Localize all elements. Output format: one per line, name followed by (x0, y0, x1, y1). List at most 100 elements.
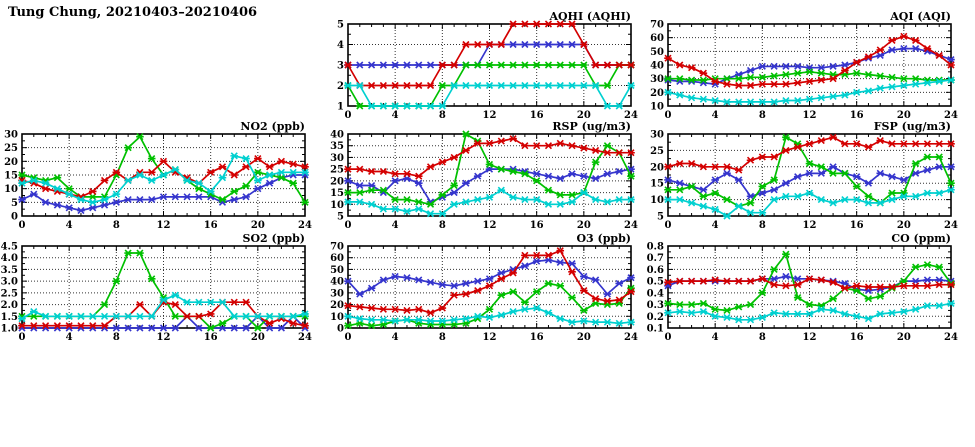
svg-text:10: 10 (650, 195, 664, 206)
svg-text:16: 16 (850, 220, 864, 231)
svg-text:30: 30 (650, 130, 664, 141)
svg-text:0.3: 0.3 (647, 300, 664, 311)
svg-text:10: 10 (330, 312, 344, 323)
svg-text:20: 20 (897, 110, 911, 121)
svg-text:8: 8 (439, 110, 446, 121)
svg-text:20: 20 (251, 220, 265, 231)
svg-text:0.4: 0.4 (647, 288, 664, 299)
svg-text:20: 20 (897, 220, 911, 231)
svg-text:8: 8 (439, 220, 446, 231)
svg-text:20: 20 (4, 157, 18, 168)
svg-text:60: 60 (330, 253, 344, 264)
svg-text:0: 0 (345, 110, 352, 121)
svg-text:16: 16 (204, 220, 218, 231)
svg-text:20: 20 (650, 88, 664, 99)
svg-text:0: 0 (337, 324, 344, 335)
svg-text:AQHI (AQHI): AQHI (AQHI) (548, 10, 631, 23)
svg-text:1: 1 (337, 102, 344, 113)
svg-text:8: 8 (759, 332, 766, 343)
svg-text:12: 12 (803, 220, 817, 231)
svg-text:16: 16 (530, 220, 544, 231)
svg-text:3.0: 3.0 (1, 277, 18, 288)
chart-aqi: 10 20 30 40 50 60 70 0 4 8 12 16 20 24 AQI (AQI) (646, 10, 968, 124)
svg-text:20: 20 (897, 332, 911, 343)
svg-text:20: 20 (577, 220, 591, 231)
svg-text:2: 2 (337, 81, 344, 92)
svg-text:0: 0 (345, 220, 352, 231)
svg-text:0: 0 (665, 220, 672, 231)
svg-text:4: 4 (392, 332, 399, 343)
svg-text:SO2 (ppb): SO2 (ppb) (243, 232, 306, 245)
svg-text:5: 5 (337, 20, 344, 31)
svg-text:12: 12 (157, 332, 171, 343)
svg-text:12: 12 (803, 110, 817, 121)
svg-text:40: 40 (650, 61, 664, 72)
svg-text:12: 12 (483, 332, 497, 343)
svg-text:50: 50 (330, 265, 344, 276)
svg-text:40: 40 (330, 130, 344, 141)
svg-text:16: 16 (204, 332, 218, 343)
svg-text:24: 24 (298, 220, 312, 231)
svg-text:25: 25 (650, 146, 664, 157)
svg-text:24: 24 (944, 332, 958, 343)
svg-text:0.7: 0.7 (647, 253, 664, 264)
svg-text:60: 60 (650, 33, 664, 44)
svg-text:24: 24 (624, 220, 638, 231)
svg-text:8: 8 (113, 332, 120, 343)
svg-text:30: 30 (330, 153, 344, 164)
svg-text:0: 0 (665, 332, 672, 343)
svg-text:20: 20 (577, 110, 591, 121)
chart-fsp: 5 10 15 20 25 30 0 4 8 12 16 20 24 FSP (ug/m3) (646, 120, 968, 234)
svg-text:1.5: 1.5 (1, 312, 18, 323)
svg-text:24: 24 (624, 110, 638, 121)
svg-text:16: 16 (530, 110, 544, 121)
svg-text:10: 10 (650, 102, 664, 113)
svg-text:8: 8 (759, 110, 766, 121)
svg-text:3.5: 3.5 (1, 265, 18, 276)
svg-text:4: 4 (712, 332, 719, 343)
svg-text:O3 (ppb): O3 (ppb) (576, 232, 631, 245)
svg-text:0.8: 0.8 (647, 242, 664, 253)
svg-text:70: 70 (650, 20, 664, 31)
svg-text:4: 4 (66, 220, 73, 231)
svg-text:16: 16 (530, 332, 544, 343)
svg-text:25: 25 (4, 143, 18, 154)
svg-text:15: 15 (330, 188, 344, 199)
chart-o3: 0 10 20 30 40 50 60 70 0 4 8 12 16 20 24 O3 (ppb) (326, 232, 648, 346)
svg-text:24: 24 (298, 332, 312, 343)
svg-text:0: 0 (665, 110, 672, 121)
chart-rsp: 5 10 15 20 25 30 35 40 0 4 8 12 16 20 24 RSP (ug/m3) (326, 120, 648, 234)
svg-text:0: 0 (19, 220, 26, 231)
svg-text:4: 4 (66, 332, 73, 343)
svg-text:4: 4 (712, 110, 719, 121)
svg-text:3: 3 (337, 61, 344, 72)
svg-text:20: 20 (330, 176, 344, 187)
page-title: Tung Chung, 20210403–20210406 (8, 5, 258, 20)
svg-text:30: 30 (4, 130, 18, 141)
svg-text:NO2 (ppb): NO2 (ppb) (240, 120, 305, 133)
svg-text:AQI (AQI): AQI (AQI) (889, 10, 951, 23)
svg-text:12: 12 (483, 220, 497, 231)
svg-text:8: 8 (759, 220, 766, 231)
svg-text:4.0: 4.0 (1, 253, 18, 264)
svg-text:5: 5 (657, 212, 664, 223)
svg-text:10: 10 (4, 184, 18, 195)
svg-text:50: 50 (650, 47, 664, 58)
svg-text:35: 35 (330, 141, 344, 152)
svg-text:30: 30 (330, 288, 344, 299)
svg-text:24: 24 (944, 220, 958, 231)
chart-so2: 1.0 1.5 2.0 2.5 3.0 3.5 4.0 4.5 0 4 8 12 16 20 24 SO2 (… (0, 232, 322, 346)
svg-text:0: 0 (19, 332, 26, 343)
svg-text:5: 5 (11, 198, 18, 209)
svg-text:8: 8 (439, 332, 446, 343)
svg-text:12: 12 (157, 220, 171, 231)
svg-text:30: 30 (650, 74, 664, 85)
svg-text:2.0: 2.0 (1, 300, 18, 311)
svg-text:40: 40 (330, 277, 344, 288)
svg-text:FSP (ug/m3): FSP (ug/m3) (874, 120, 951, 133)
svg-text:20: 20 (251, 332, 265, 343)
svg-text:15: 15 (650, 179, 664, 190)
svg-text:24: 24 (944, 110, 958, 121)
svg-text:0.1: 0.1 (647, 324, 664, 335)
